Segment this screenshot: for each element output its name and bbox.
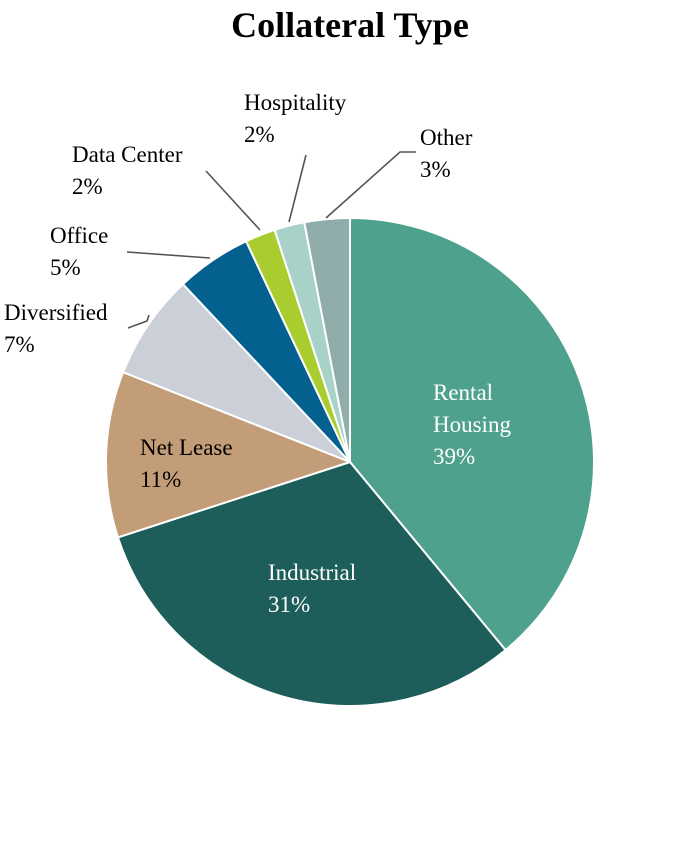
slice-name-hospitality: Hospitality	[244, 90, 347, 115]
slice-label-industrial: Industrial 31%	[268, 560, 356, 617]
slice-value-rental-housing: 39%	[433, 444, 475, 469]
pie-slices	[105, 217, 595, 707]
slice-label-office: Office 5%	[50, 223, 108, 280]
slice-value-office: 5%	[50, 255, 81, 280]
leader-line-hospitality	[288, 154, 307, 223]
slice-name-diversified: Diversified	[4, 300, 108, 325]
slice-name-industrial: Industrial	[268, 560, 356, 585]
slice-name-rental-housing: Housing	[433, 412, 511, 437]
slice-label-diversified: Diversified 7%	[4, 300, 108, 357]
slice-value-hospitality: 2%	[244, 122, 275, 147]
slice-name-other: Other	[420, 125, 473, 150]
slice-name-net-lease: Net Lease	[140, 435, 233, 460]
leader-lines	[126, 151, 416, 329]
leader-line-diversified	[127, 314, 150, 329]
pie-slice-net-lease	[105, 371, 351, 539]
slice-labels: Rental Housing 39% Industrial 31% Net Lease 11…	[4, 90, 511, 617]
leader-line-office	[126, 251, 211, 259]
chart-title: Collateral Type	[231, 5, 469, 45]
slice-label-hospitality: Hospitality 2%	[244, 90, 347, 147]
slice-label-data-center: Data Center 2%	[72, 142, 183, 199]
slice-value-net-lease: 11%	[140, 467, 181, 492]
pie-slice-rental-housing	[349, 217, 595, 652]
slice-value-industrial: 31%	[268, 592, 310, 617]
pie-slice-other	[303, 217, 351, 463]
pie-slice-diversified	[122, 283, 351, 463]
slice-label-rental-housing: Rental Housing 39%	[433, 380, 511, 469]
slice-name-data-center: Data Center	[72, 142, 183, 167]
slice-value-data-center: 2%	[72, 174, 103, 199]
slice-label-net-lease: Net Lease 11%	[140, 435, 233, 492]
slice-name-rental-housing: Rental	[433, 380, 493, 405]
pie-slice-industrial	[116, 461, 507, 707]
slice-name-office: Office	[50, 223, 108, 248]
slice-label-other: Other 3%	[420, 125, 473, 182]
slice-value-diversified: 7%	[4, 332, 35, 357]
leader-line-data-center	[205, 170, 261, 231]
slice-value-other: 3%	[420, 157, 451, 182]
leader-line-other	[325, 151, 416, 219]
